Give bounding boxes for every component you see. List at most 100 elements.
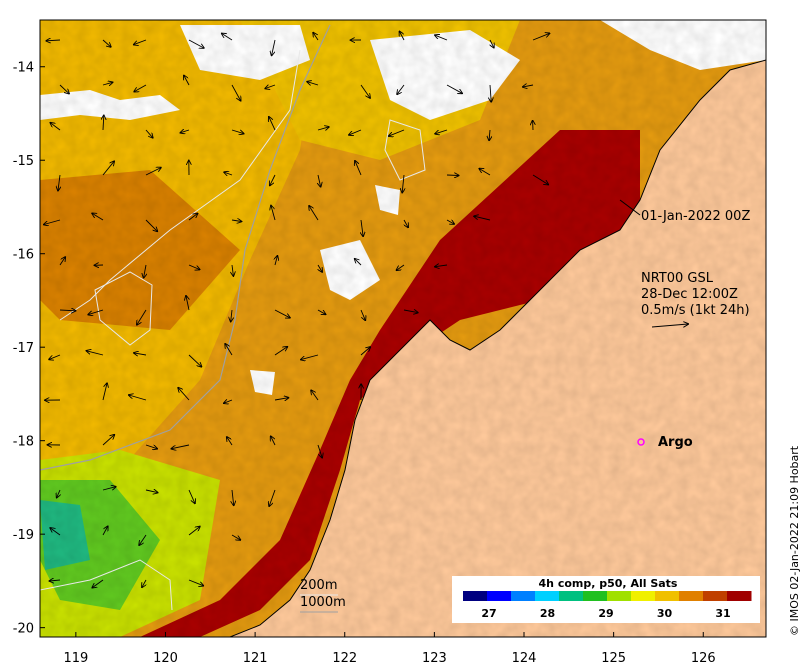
colorbar-swatch [679,591,704,601]
current-arrow [317,444,322,458]
current-arrow [274,309,290,318]
current-arrow [102,82,113,85]
current-arrow [231,534,240,540]
current-arrow [318,174,321,187]
contour-200m [384,119,426,181]
colorbar-tick-label: 30 [657,607,673,620]
current-arrow [59,310,76,311]
current-arrow [134,84,147,92]
current-arrow [92,579,104,588]
current-arrow [49,354,61,359]
current-arrow [402,174,404,193]
colorbar-tick-label: 28 [540,607,555,620]
current-arrow [225,344,233,356]
current-arrow [137,309,147,325]
current-arrow [142,579,146,587]
current-arrow [274,347,287,356]
colorbar-swatch [607,591,632,601]
current-arrow [134,39,147,45]
current-arrow [301,354,319,360]
lat-tick-label: -15 [13,154,34,169]
current-arrow [397,84,405,94]
current-arrow [232,489,234,505]
current-arrow [532,174,548,185]
current-arrow [102,435,114,446]
contour-200m [59,49,301,321]
current-arrow [435,129,448,134]
current-arrow [446,84,462,93]
current-arrow [144,264,146,278]
current-arrow [269,117,276,131]
current-arrow [231,84,241,101]
argo-float-marker [637,438,645,446]
current-arrow [360,309,365,320]
current-arrow [270,174,276,185]
current-arrow [435,265,448,267]
current-arrow [87,351,104,356]
sst-texture [40,20,766,637]
depth-legend-1000m: 1000m [300,595,346,610]
current-arrow [231,309,232,322]
current-arrow [271,206,276,221]
current-arrow [389,129,405,136]
current-arrow [317,309,326,314]
current-arrow [349,129,362,135]
current-scale-arrow [651,324,688,328]
current-arrow [181,130,190,133]
current-arrow [232,264,233,276]
current-arrow [50,580,61,581]
current-arrow [479,169,491,176]
current-arrow [139,534,147,545]
current-arrow [188,354,201,367]
lat-tick-label: -14 [13,61,34,76]
current-arrow [186,296,189,311]
argo-label: Argo [658,435,693,450]
current-arrow [188,489,195,503]
current-arrow [271,436,276,446]
current-arrow [102,383,107,401]
colorbar-swatch [487,591,512,601]
current-arrow [269,489,276,506]
current-arrow [361,219,363,236]
current-arrow [403,310,418,313]
current-arrow [400,32,405,41]
current-arrow [224,400,233,403]
map-field [40,20,766,637]
current-arrow [227,437,233,446]
current-arrow [188,579,203,586]
contour-1000m [40,24,331,471]
contour-200m [94,271,153,346]
current-arrow [102,39,111,47]
lon-tick-label: 124 [512,651,537,666]
current-arrow [307,82,319,85]
current-arrow [145,490,158,493]
current-arrow [490,84,491,102]
lon-tick-label: 121 [243,651,268,666]
lon-tick-label: 123 [422,651,447,666]
current-arrow [102,487,116,490]
current-arrow [58,174,60,191]
current-arrow [188,214,198,221]
current-arrow [490,39,494,48]
current-arrow [313,33,319,41]
colorbar-swatch [559,591,584,601]
current-arrow [50,528,61,536]
current-arrow [102,526,108,536]
current-arrow [523,85,534,87]
coastline [229,59,766,637]
current-arrow [178,388,190,401]
current-arrow [50,123,61,131]
current-arrow [103,116,104,131]
current-arrow [224,172,233,175]
lon-tick-label: 126 [691,651,716,666]
current-arrow [145,219,157,231]
colorbar-title: 4h comp, p50, All Sats [539,577,678,590]
current-arrow [59,84,69,94]
current-arrow [311,390,319,401]
current-arrow [318,264,322,272]
current-arrow [274,398,288,400]
current-arrow [397,264,405,270]
current-label-time: 28-Dec 12:00Z [641,287,738,302]
colorbar-swatch [463,591,488,601]
colorbar-swatch [655,591,680,601]
